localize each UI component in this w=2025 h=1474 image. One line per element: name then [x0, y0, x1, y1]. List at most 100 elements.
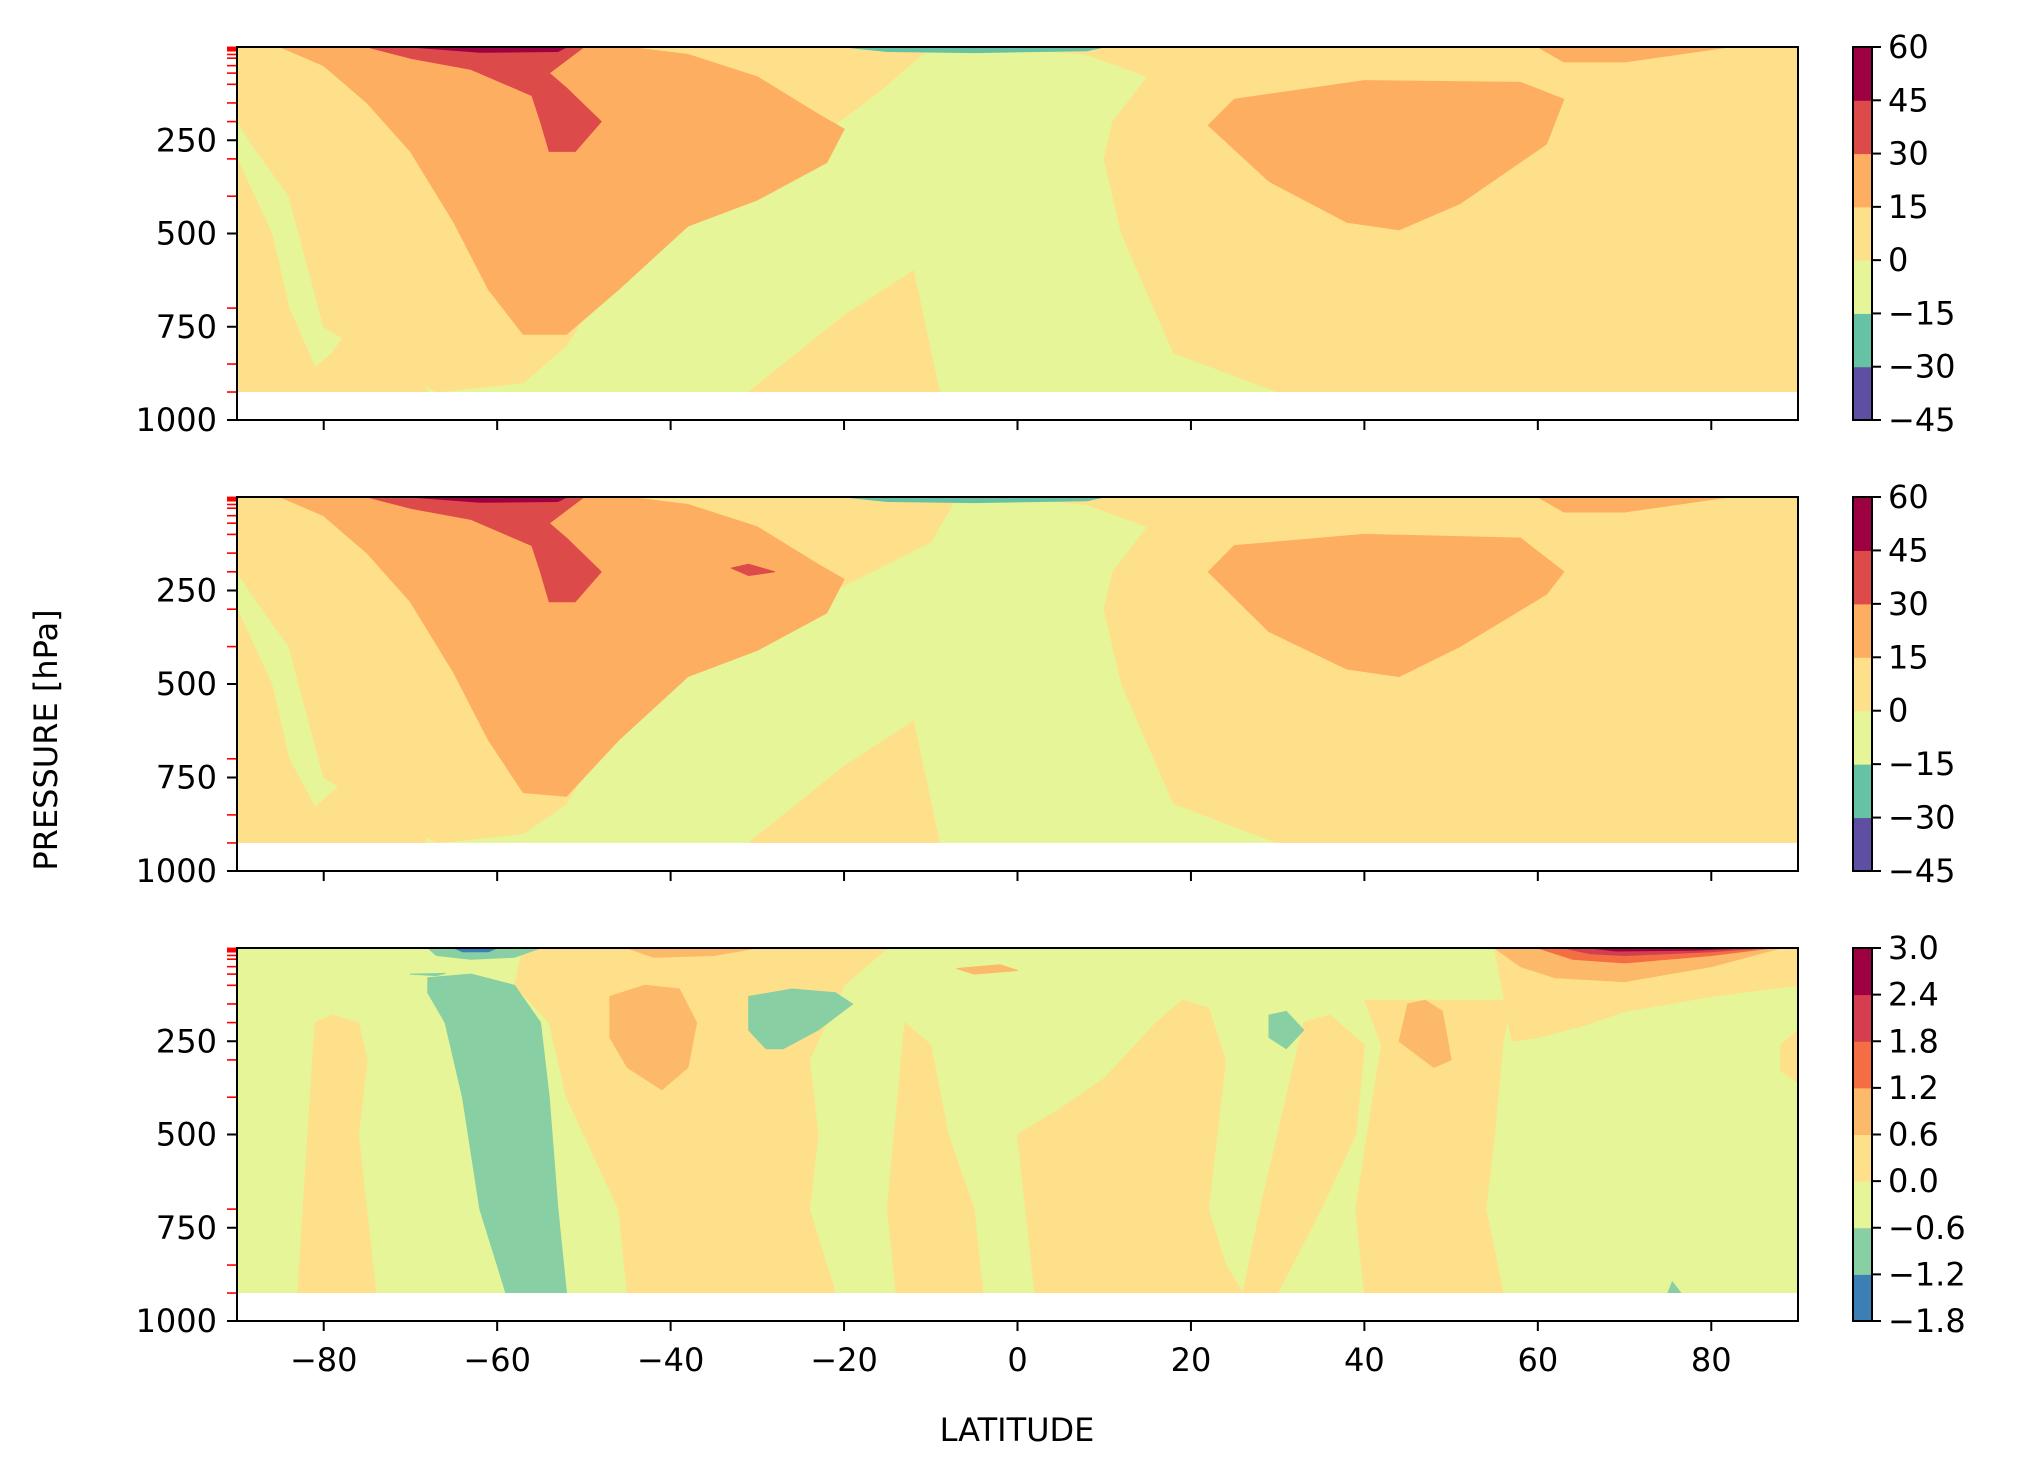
colorbar-frame	[1852, 496, 1873, 872]
y-tick-label: 1000	[136, 401, 217, 439]
x-tick-label: 20	[1171, 1341, 1212, 1379]
colorbar-swatch	[1853, 206, 1872, 261]
contour-region	[843, 497, 1105, 504]
y-tick-label: 250	[156, 572, 217, 610]
colorbar-tick-label: −15	[1888, 745, 1956, 783]
colorbar-tick-label: 15	[1888, 638, 1929, 676]
x-axis-label: LATITUDE	[940, 1411, 1095, 1449]
colorbar-tick-label: 1.8	[1888, 1022, 1939, 1060]
colorbar-swatch	[1853, 817, 1872, 872]
colorbar-swatch	[1853, 153, 1872, 208]
colorbar-tick-label: 2.4	[1888, 976, 1939, 1014]
colorbar-tick-label: 60	[1888, 478, 1929, 516]
panel-bottom: 250 500 750 1000 −80 −60 −40 −20 0 20 40 60 80 3.0 2.…	[136, 929, 1966, 1379]
y-tick-label: 1000	[136, 852, 217, 890]
contour-region	[409, 972, 446, 977]
contour-region	[1207, 80, 1565, 231]
y-tick-label: 750	[156, 1209, 217, 1247]
colorbar: 60 45 30 15 0 −15 −30 −45	[1852, 28, 1956, 439]
colorbar-tick-label: 15	[1888, 188, 1929, 226]
axes-frame	[236, 496, 1799, 872]
contour-region	[279, 47, 845, 335]
colorbar-swatch	[1853, 764, 1872, 819]
contour-region	[1268, 1010, 1305, 1050]
contour-region	[1355, 999, 1513, 1294]
contour-region	[886, 1022, 984, 1294]
contour-fills	[297, 948, 1798, 1294]
axes-frame	[236, 947, 1799, 1322]
panel-middle: 250 500 750 1000 60 45 30 15 0 −15 −30 −45	[136, 478, 1956, 890]
contour-region	[609, 984, 698, 1091]
colorbar-swatch	[1853, 366, 1872, 421]
contour-region	[409, 47, 567, 53]
contour-region	[843, 47, 1105, 54]
colorbar-tick-label: 30	[1888, 585, 1929, 623]
colorbar-tick-label: −30	[1888, 799, 1956, 837]
colorbar-tick-label: −1.2	[1888, 1255, 1966, 1293]
y-axis-label: PRESSURE [hPa]	[27, 609, 65, 870]
colorbar-tick-label: 45	[1888, 81, 1929, 119]
contour-region	[748, 270, 940, 393]
contour-region	[1537, 47, 1730, 63]
contour-region	[748, 988, 854, 1050]
contour-region	[956, 964, 1018, 975]
x-tick-label: −60	[463, 1341, 531, 1379]
colorbar-swatch	[1853, 1227, 1872, 1275]
contour-region	[730, 563, 776, 576]
x-tick-label: 60	[1517, 1341, 1558, 1379]
colorbar-swatch	[1853, 1274, 1872, 1322]
colorbar-swatch	[1853, 47, 1872, 101]
colorbar-swatch	[1853, 1134, 1872, 1182]
contour-region	[427, 948, 541, 960]
colorbar-swatch	[1853, 657, 1872, 712]
contour-region	[366, 47, 602, 152]
contour-region	[1667, 1281, 1682, 1294]
colorbar-tick-label: 0	[1888, 241, 1908, 279]
colorbar: 60 45 30 15 0 −15 −30 −45	[1852, 478, 1956, 890]
x-tick-label: 0	[1007, 1341, 1027, 1379]
y-tick-label: 1000	[136, 1302, 217, 1340]
contour-region	[1242, 1014, 1365, 1294]
x-tick-label: −80	[290, 1341, 358, 1379]
colorbar-frame	[1852, 46, 1873, 421]
y-tick-label: 250	[156, 121, 217, 159]
contour-region	[279, 497, 845, 797]
panel-top: 250 500 750 1000 60 45 30 15 0 −15 −30 −45	[136, 28, 1956, 439]
x-tick-label: 40	[1344, 1341, 1385, 1379]
axis-ticks: 250 500 750 1000 −80 −60 −40 −20 0 20 40 60 80	[136, 947, 1732, 1379]
colorbar-tick-label: −45	[1888, 401, 1956, 439]
below-data-area	[237, 842, 1798, 871]
below-data-area	[237, 1293, 1798, 1321]
colorbar-swatch	[1853, 1181, 1872, 1229]
colorbar-tick-label: 60	[1888, 28, 1929, 66]
contour-region	[427, 973, 567, 1294]
y-tick-label: 500	[156, 215, 217, 253]
contour-region	[1537, 497, 1730, 513]
axis-ticks: 250 500 750 1000	[136, 496, 1713, 890]
colorbar-swatch	[1853, 260, 1872, 314]
colorbar-swatch	[1853, 1087, 1872, 1135]
colorbar-tick-label: −15	[1888, 294, 1956, 332]
contour-region	[409, 497, 567, 503]
colorbar-tick-label: −30	[1888, 348, 1956, 386]
colorbar-swatch	[1853, 603, 1872, 658]
colorbar-swatch	[1853, 710, 1872, 765]
contour-region	[1207, 533, 1565, 677]
colorbar-tick-label: 0	[1888, 692, 1908, 730]
colorbar-tick-label: −45	[1888, 852, 1956, 890]
colorbar: 3.0 2.4 1.8 1.2 0.6 0.0 −0.6 −1.2 −1.8	[1852, 929, 1966, 1340]
x-tick-label: −40	[637, 1341, 705, 1379]
colorbar-swatch	[1853, 948, 1872, 996]
contour-region	[366, 497, 602, 603]
contour-fills	[237, 47, 1798, 393]
colorbar-tick-label: 1.2	[1888, 1069, 1939, 1107]
contour-fills	[237, 497, 1798, 844]
contour-region	[297, 1014, 377, 1294]
y-tick-label: 750	[156, 308, 217, 346]
colorbar-swatch	[1853, 1041, 1872, 1089]
colorbar-tick-label: −1.8	[1888, 1302, 1966, 1340]
contour-region	[1780, 1029, 1798, 1083]
axes-frame	[236, 46, 1799, 421]
colorbar-swatch	[1853, 313, 1872, 368]
